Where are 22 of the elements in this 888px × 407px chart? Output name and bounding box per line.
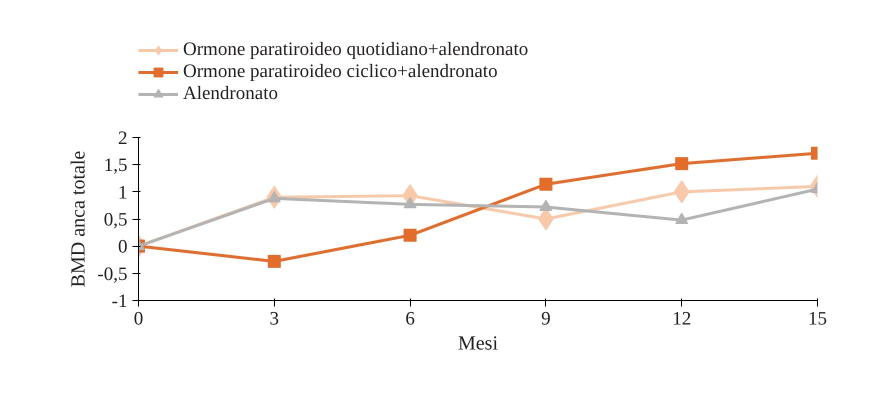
y-axis-title: BMD anca totale xyxy=(67,150,90,288)
x-tick-label: 3 xyxy=(270,308,280,330)
y-tick-label: -1 xyxy=(112,291,128,312)
y-tick-label: 1 xyxy=(118,182,128,204)
y-tick-label: 2 xyxy=(118,128,128,149)
x-tick-label: 6 xyxy=(405,308,415,330)
y-tick-label: 1,5 xyxy=(104,155,128,176)
legend-label: Alendronato xyxy=(183,83,278,105)
x-tick-label: 0 xyxy=(134,308,144,330)
point xyxy=(404,228,417,242)
x-axis-title: Mesi xyxy=(458,332,498,354)
y-tick-label: -0,5 xyxy=(97,264,128,285)
y-tick-label: 0 xyxy=(118,236,128,258)
y-tick-label: 0,5 xyxy=(104,210,128,230)
x-tick-label: 12 xyxy=(672,308,692,330)
point xyxy=(539,178,552,191)
legend-label: Ormone paratiroideo ciclico+alendronato xyxy=(183,61,498,83)
point xyxy=(404,196,417,208)
x-tick-label: 9 xyxy=(541,308,551,330)
x-tick-label: 15 xyxy=(808,308,827,330)
legend-label: Ormone paratiroideo quotidiano+alendronato xyxy=(183,39,528,61)
point xyxy=(539,200,552,212)
